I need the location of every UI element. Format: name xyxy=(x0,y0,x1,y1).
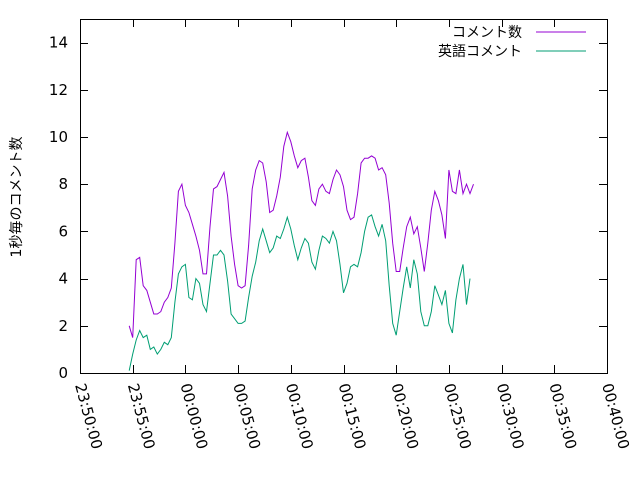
x-axis: 23:50:00 23:55:00 00:00:00 00:05:00 00:10:00… xyxy=(71,19,633,451)
y-tick-label-4: 8 xyxy=(58,175,68,193)
x-tick-label-10: 00:40:00 xyxy=(598,381,633,451)
x-tick-label-3: 00:05:00 xyxy=(229,381,264,451)
y-tick-label-0: 0 xyxy=(58,364,68,382)
x-tick-label-1: 23:55:00 xyxy=(124,381,159,451)
x-tick-label-6: 00:20:00 xyxy=(387,381,422,451)
series-line-1 xyxy=(128,214,471,371)
x-tick-label-7: 00:25:00 xyxy=(440,381,475,451)
x-tick-label-2: 00:00:00 xyxy=(177,381,212,451)
y-axis: 0 2 4 6 8 10 12 14 xyxy=(49,34,607,382)
y-tick-label-7: 14 xyxy=(49,34,68,52)
x-tick-label-8: 00:30:00 xyxy=(493,381,528,451)
series-layer xyxy=(128,130,474,371)
series-line-0 xyxy=(128,130,474,338)
y-axis-title: 1秒毎のコメント数 xyxy=(9,137,25,258)
legend-label-comments: コメント数 xyxy=(452,25,522,41)
y-tick-label-6: 12 xyxy=(49,81,68,99)
legend: コメント数 英語コメント xyxy=(438,25,586,60)
y-tick-label-1: 2 xyxy=(58,317,68,335)
legend-label-english: 英語コメント xyxy=(438,43,522,60)
x-tick-label-4: 00:10:00 xyxy=(282,381,317,451)
x-tick-label-9: 00:35:00 xyxy=(545,381,580,451)
y-tick-label-2: 4 xyxy=(58,270,68,288)
y-tick-label-5: 10 xyxy=(49,128,68,146)
y-tick-label-3: 6 xyxy=(58,222,68,240)
plot-frame xyxy=(80,19,608,374)
x-tick-label-0: 23:50:00 xyxy=(71,381,106,451)
x-tick-label-5: 00:15:00 xyxy=(335,381,370,451)
